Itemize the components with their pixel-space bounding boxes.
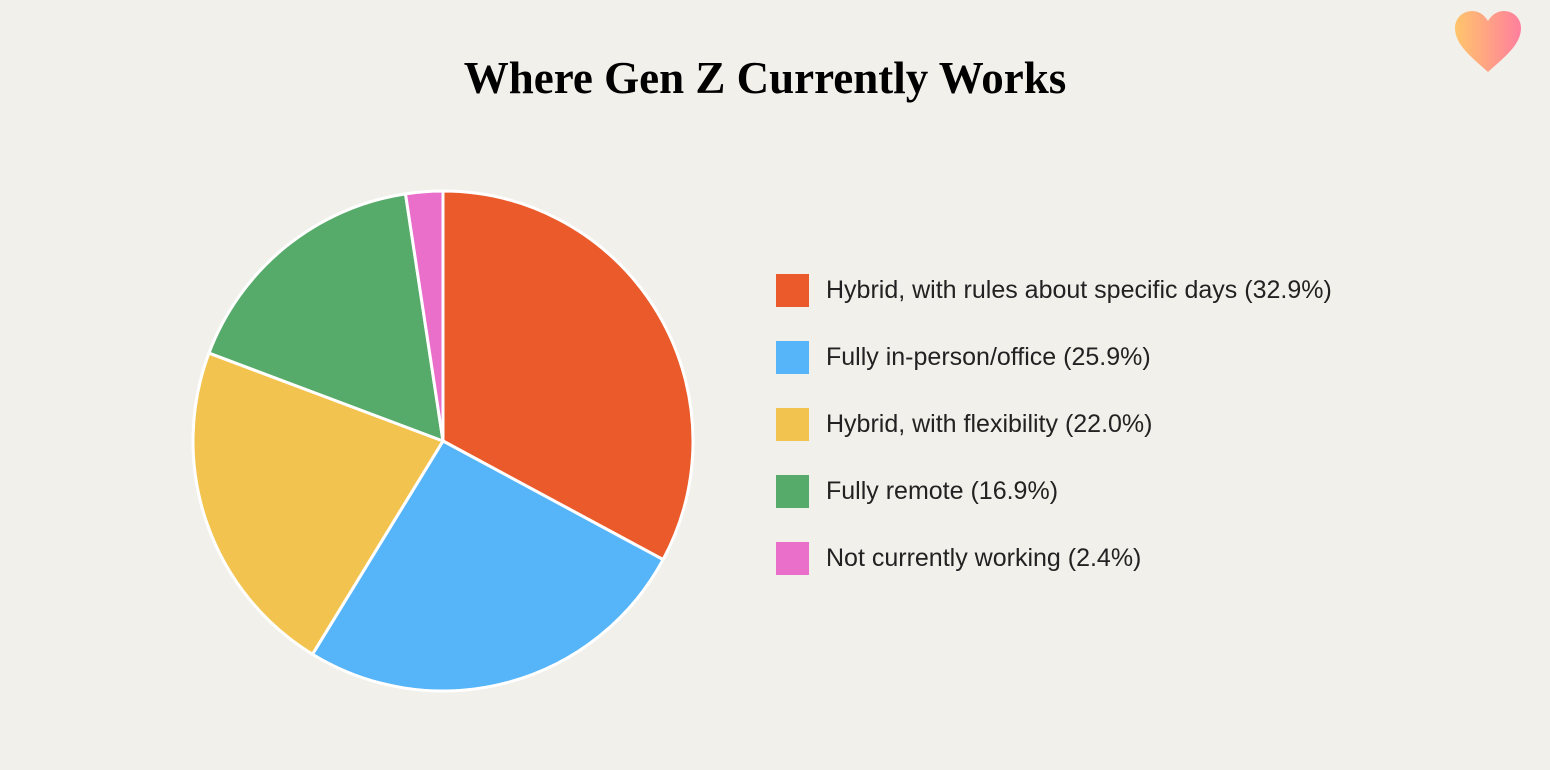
pie-chart: [191, 189, 695, 693]
chart-title: Where Gen Z Currently Works: [463, 53, 1067, 103]
legend-label: Hybrid, with rules about specific days (…: [826, 275, 1332, 304]
legend-item: Fully remote (16.9%): [776, 474, 1332, 508]
legend-swatch: [776, 407, 809, 441]
legend: Hybrid, with rules about specific days (…: [776, 273, 1332, 608]
legend-label: Not currently working (2.4%): [826, 543, 1142, 572]
pie-slice-4: [403, 189, 445, 443]
pie-slice-3: [207, 192, 445, 443]
heart-icon: [1455, 11, 1521, 72]
legend-item: Fully in-person/office (25.9%): [776, 340, 1332, 374]
legend-swatch: [776, 541, 809, 575]
legend-swatch: [776, 340, 809, 374]
pie-slice-1: [310, 439, 665, 693]
legend-label: Fully remote (16.9%): [826, 476, 1059, 505]
pie-slice-0: [441, 189, 695, 562]
legend-item: Not currently working (2.4%): [776, 541, 1332, 575]
legend-label: Fully in-person/office (25.9%): [826, 342, 1151, 371]
pie-slice-2: [191, 351, 445, 656]
legend-swatch: [776, 474, 809, 508]
legend-item: Hybrid, with flexibility (22.0%): [776, 407, 1332, 441]
legend-item: Hybrid, with rules about specific days (…: [776, 273, 1332, 307]
legend-label: Hybrid, with flexibility (22.0%): [826, 409, 1153, 438]
legend-swatch: [776, 273, 809, 307]
